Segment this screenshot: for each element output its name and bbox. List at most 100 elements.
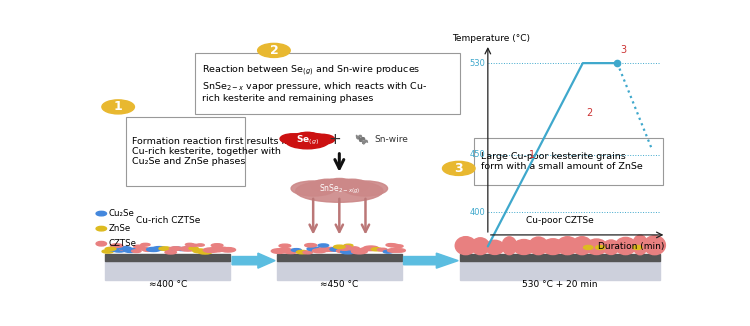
Ellipse shape (279, 248, 291, 252)
Bar (105, 261, 230, 280)
Text: 530 °C + 20 min: 530 °C + 20 min (523, 280, 598, 289)
Ellipse shape (388, 249, 400, 252)
Ellipse shape (279, 244, 291, 247)
Text: 3: 3 (621, 45, 627, 55)
Ellipse shape (272, 249, 287, 253)
Ellipse shape (215, 247, 229, 251)
Text: 2: 2 (586, 108, 592, 118)
Ellipse shape (142, 248, 153, 251)
Text: Reaction between Se$_{(g)}$ and Sn-wire produces
SnSe$_{2-x}$ vapor pressure, wh: Reaction between Se$_{(g)}$ and Sn-wire … (202, 64, 427, 103)
Ellipse shape (334, 245, 345, 248)
Circle shape (96, 226, 106, 231)
Ellipse shape (190, 244, 198, 246)
Ellipse shape (146, 247, 160, 252)
Ellipse shape (556, 237, 578, 255)
Text: 2: 2 (269, 44, 278, 57)
Ellipse shape (313, 249, 326, 253)
Ellipse shape (603, 240, 619, 255)
Ellipse shape (102, 250, 113, 253)
Ellipse shape (112, 248, 126, 252)
Bar (460, 254, 661, 261)
Text: 450: 450 (470, 150, 485, 159)
Ellipse shape (340, 249, 356, 254)
Text: ≈400 °C: ≈400 °C (148, 280, 187, 289)
Ellipse shape (141, 243, 150, 246)
Ellipse shape (386, 244, 395, 246)
Text: +: + (328, 132, 341, 147)
Ellipse shape (311, 179, 344, 192)
Ellipse shape (586, 239, 608, 255)
Ellipse shape (324, 247, 338, 251)
Ellipse shape (296, 180, 383, 202)
Ellipse shape (318, 247, 332, 252)
Ellipse shape (502, 237, 517, 255)
Circle shape (96, 242, 106, 246)
Ellipse shape (165, 251, 176, 254)
Text: 400: 400 (470, 208, 485, 216)
Text: Se$_{(g)}$: Se$_{(g)}$ (296, 134, 319, 147)
Ellipse shape (371, 248, 382, 251)
Polygon shape (232, 253, 275, 268)
Ellipse shape (196, 244, 204, 246)
Text: Cu₂Se: Cu₂Se (108, 209, 134, 218)
FancyBboxPatch shape (126, 117, 244, 186)
Ellipse shape (485, 240, 504, 255)
Ellipse shape (318, 244, 328, 247)
Ellipse shape (153, 246, 166, 250)
Ellipse shape (330, 247, 343, 251)
Circle shape (584, 245, 592, 249)
Ellipse shape (136, 247, 148, 250)
Ellipse shape (360, 248, 370, 251)
Ellipse shape (120, 247, 130, 250)
Ellipse shape (644, 236, 665, 255)
Ellipse shape (291, 181, 335, 196)
Ellipse shape (513, 240, 535, 255)
Circle shape (442, 161, 475, 175)
Text: Sn-wire: Sn-wire (374, 135, 408, 144)
Ellipse shape (383, 250, 393, 253)
Ellipse shape (348, 247, 359, 250)
Ellipse shape (455, 237, 476, 255)
Ellipse shape (572, 237, 592, 255)
Text: 530: 530 (469, 59, 485, 67)
Text: Large Cu-poor kesterite grains
form with a small amount of ZnSe: Large Cu-poor kesterite grains form with… (482, 152, 644, 171)
Ellipse shape (344, 244, 352, 247)
Ellipse shape (336, 179, 368, 192)
FancyBboxPatch shape (196, 53, 460, 114)
Ellipse shape (304, 244, 316, 247)
Ellipse shape (198, 250, 212, 254)
Circle shape (102, 100, 134, 114)
Text: Duration (min): Duration (min) (598, 243, 664, 251)
Text: Cu-rich CZTSe: Cu-rich CZTSe (136, 216, 200, 225)
Ellipse shape (124, 248, 137, 252)
Ellipse shape (388, 244, 399, 247)
Ellipse shape (110, 244, 123, 247)
Bar (460, 261, 661, 280)
Ellipse shape (193, 249, 206, 253)
Text: SnSe$_{2-x(g)}$: SnSe$_{2-x(g)}$ (319, 183, 360, 196)
Polygon shape (404, 253, 458, 268)
Ellipse shape (132, 250, 141, 253)
Ellipse shape (119, 246, 131, 250)
Ellipse shape (303, 251, 313, 254)
Ellipse shape (285, 133, 329, 149)
Ellipse shape (325, 178, 354, 189)
Ellipse shape (309, 134, 334, 144)
Circle shape (633, 245, 642, 249)
Circle shape (96, 211, 106, 216)
Ellipse shape (471, 238, 489, 255)
Text: ZnSe: ZnSe (108, 224, 130, 233)
Ellipse shape (633, 235, 647, 255)
Ellipse shape (352, 249, 368, 254)
Ellipse shape (203, 248, 218, 252)
Ellipse shape (211, 244, 223, 247)
Ellipse shape (185, 243, 194, 246)
Ellipse shape (377, 248, 387, 251)
Circle shape (596, 245, 605, 249)
Ellipse shape (344, 181, 388, 196)
Circle shape (258, 43, 290, 57)
FancyBboxPatch shape (475, 138, 663, 185)
Text: Formation reaction first results in
Cu-rich kesterite, together with
Cu₂Se and Z: Formation reaction first results in Cu-r… (131, 137, 290, 166)
Text: Temperature (°C): Temperature (°C) (452, 34, 530, 43)
Ellipse shape (180, 246, 196, 251)
